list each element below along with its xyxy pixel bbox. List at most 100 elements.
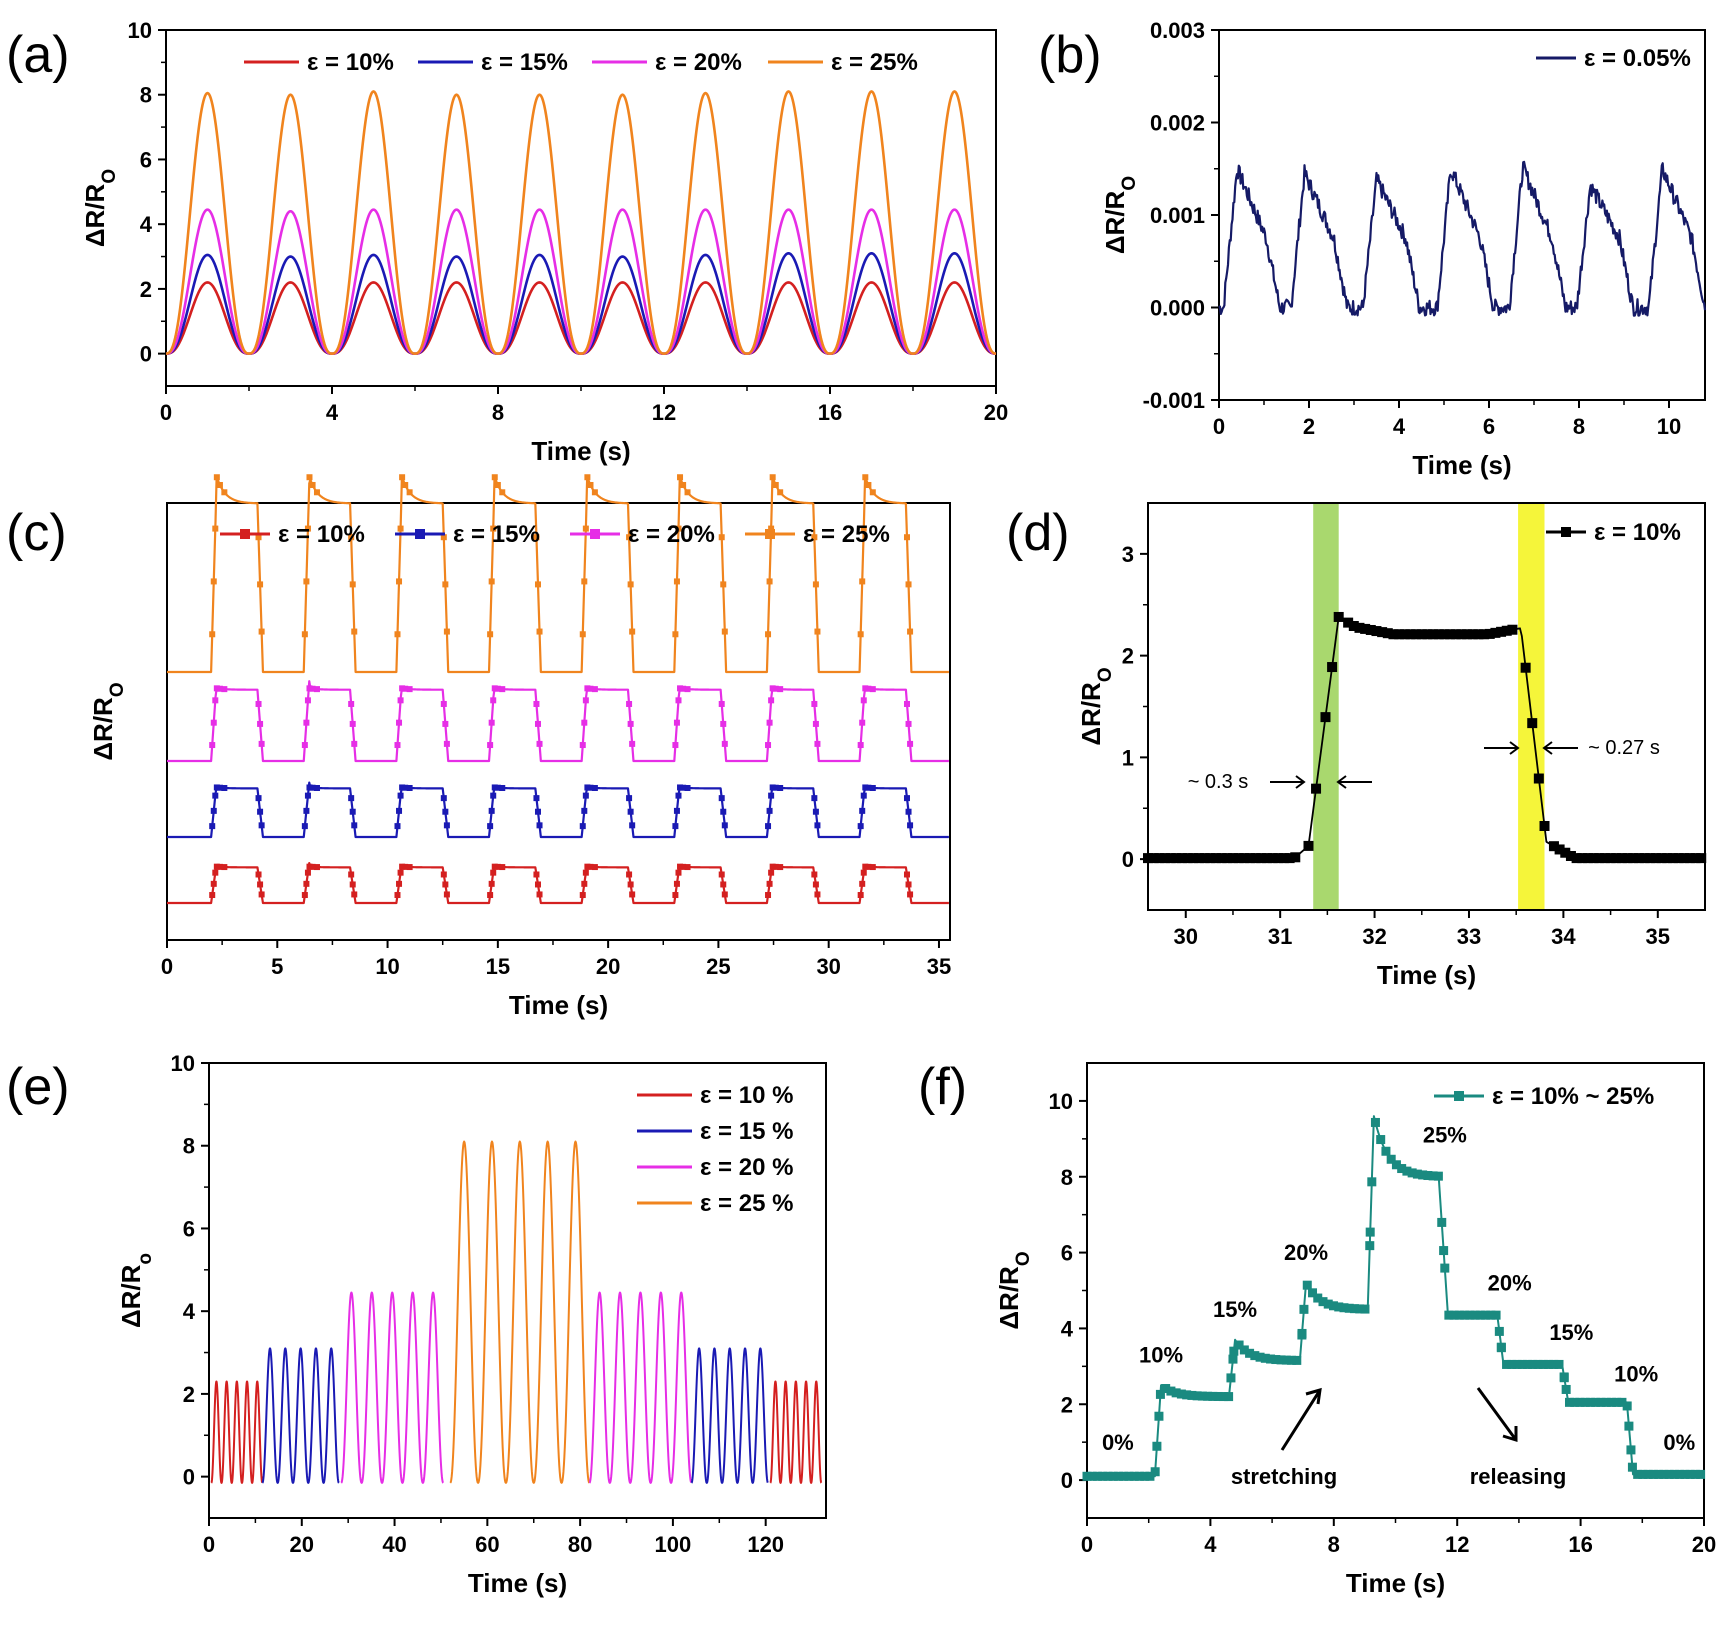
series-marker-1 <box>494 784 501 791</box>
series-marker <box>1233 853 1244 864</box>
series-marker <box>1606 1397 1616 1407</box>
series-marker <box>1616 853 1627 864</box>
series-marker-2 <box>442 720 449 727</box>
y-tick-label: 8 <box>140 83 152 108</box>
series-marker-0 <box>811 871 818 878</box>
series-marker-0 <box>309 863 316 870</box>
series-marker-2 <box>766 719 773 726</box>
series-marker <box>1527 718 1538 729</box>
series-marker-3 <box>351 628 358 635</box>
legend-marker <box>1454 1091 1464 1101</box>
series-marker <box>1377 627 1388 638</box>
series-marker-0 <box>626 871 633 878</box>
series-marker-1 <box>677 784 684 791</box>
series-marker-2 <box>491 685 498 692</box>
series-marker-3 <box>313 489 320 496</box>
release-arrow <box>1476 1387 1518 1443</box>
series-marker-3 <box>857 631 864 638</box>
y-axis-title-main: ΔR/R <box>994 1266 1024 1330</box>
series-marker-2 <box>309 685 316 692</box>
series-line-0 <box>165 281 997 355</box>
series-marker <box>1627 1462 1637 1472</box>
series-marker <box>1343 617 1354 628</box>
plot-frame <box>208 1062 827 1519</box>
legend-label: ε = 20 % <box>700 1154 793 1181</box>
x-tick-label: 30 <box>1174 924 1198 949</box>
series-marker-1 <box>221 784 228 791</box>
series-marker-0 <box>720 881 727 888</box>
x-tick-label: 10 <box>375 954 399 979</box>
series-marker-0 <box>349 881 356 888</box>
series-marker <box>1570 1397 1580 1407</box>
y-tick-label: -0.001 <box>1143 388 1205 413</box>
x-tick-label: 12 <box>1445 1532 1469 1557</box>
series-marker-3 <box>534 581 541 588</box>
series-marker <box>1290 852 1301 863</box>
series-marker-1 <box>490 792 497 799</box>
series-marker <box>1633 1469 1643 1479</box>
series-marker <box>1261 853 1272 864</box>
series-marker <box>1365 1241 1375 1251</box>
series-marker-3 <box>397 525 404 532</box>
series-marker-3 <box>865 481 872 488</box>
series-marker-0 <box>766 880 773 887</box>
series-marker <box>1150 1467 1160 1477</box>
annotation-arrow <box>1484 741 1520 755</box>
series-marker-2 <box>406 686 413 693</box>
series-marker <box>1113 1471 1123 1481</box>
series-marker-3 <box>258 628 265 635</box>
series-marker-3 <box>309 481 316 488</box>
series-marker-3 <box>777 489 784 496</box>
series-marker-2 <box>905 720 912 727</box>
x-tick-label: 10 <box>1657 414 1681 439</box>
series-marker-0 <box>351 891 358 898</box>
series-marker <box>1224 1392 1234 1402</box>
series-marker <box>1245 1348 1255 1358</box>
point-label: 0% <box>1663 1430 1695 1455</box>
series-marker-3 <box>672 631 679 638</box>
series-marker-0 <box>629 891 636 898</box>
series-marker-2 <box>301 742 308 749</box>
series-marker <box>1650 853 1661 864</box>
plot-frame <box>1147 502 1706 911</box>
series-marker <box>1577 853 1588 864</box>
legend-marker <box>765 529 775 539</box>
point-label: 10% <box>1614 1362 1658 1387</box>
series-marker <box>1412 1169 1422 1179</box>
series-marker-1 <box>859 807 866 814</box>
legend-marker <box>1561 527 1571 537</box>
series-marker <box>1370 1117 1380 1127</box>
series-marker <box>1486 1310 1496 1320</box>
series-marker-3 <box>394 631 401 638</box>
series-marker <box>1428 629 1439 640</box>
x-axis-title: Time (s) <box>509 990 608 1020</box>
annotation-label: stretching <box>1231 1464 1337 1489</box>
series-marker-0 <box>591 864 598 871</box>
series-marker-0 <box>258 891 265 898</box>
series-marker <box>1327 662 1338 673</box>
legend-label: ε = 10% <box>307 49 394 76</box>
series-marker-0 <box>677 863 684 870</box>
series-marker-0 <box>672 892 679 899</box>
series-marker <box>1656 853 1667 864</box>
series-marker <box>1129 1471 1139 1481</box>
series-marker <box>1444 1310 1454 1320</box>
series-marker-1 <box>397 792 404 799</box>
series-marker-3 <box>582 525 589 532</box>
series-marker-0 <box>394 892 401 899</box>
series-marker <box>1182 1390 1192 1400</box>
series-marker-1 <box>720 808 727 815</box>
series-marker <box>1594 853 1605 864</box>
series-marker-2 <box>582 697 589 704</box>
series-marker-3 <box>210 578 217 585</box>
x-tick-label: 35 <box>1646 924 1670 949</box>
series-marker-3 <box>860 525 867 532</box>
series-marker-3 <box>677 474 684 481</box>
chart-panel-d: (d) 30 31 32 33 34 35 0 1 2 3 Time (s) ΔR/RO ~ 0.3 s… <box>1006 502 1707 990</box>
series-marker-3 <box>490 525 497 532</box>
y-tick-label: 4 <box>183 1299 196 1324</box>
series-marker <box>1082 1471 1092 1481</box>
series-marker <box>1617 1397 1627 1407</box>
panel-label-f: (f) <box>918 1058 967 1116</box>
series-marker-0 <box>857 892 864 899</box>
